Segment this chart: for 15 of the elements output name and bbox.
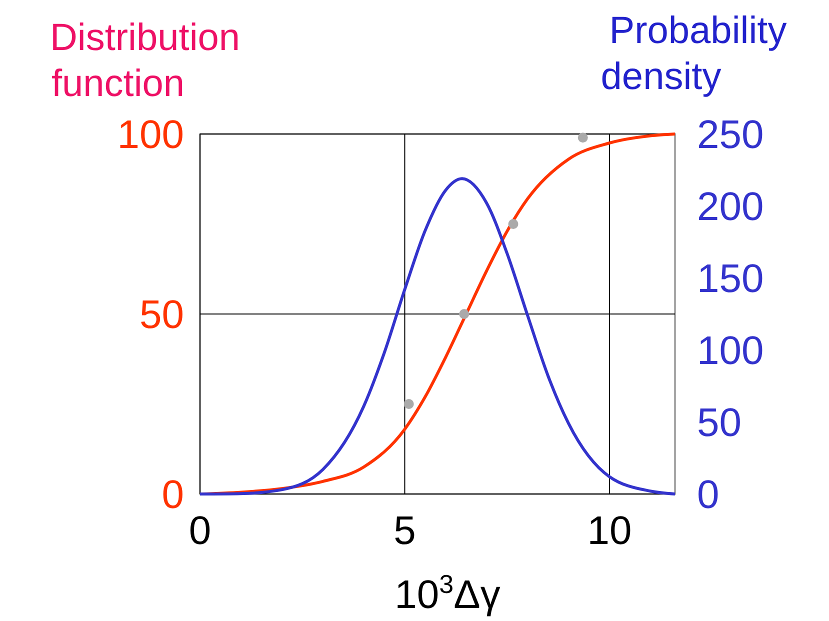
y-tick-label: 100: [117, 113, 184, 157]
y-tick-label: 0: [162, 473, 184, 517]
x-tick-label: 10: [587, 509, 632, 553]
y2-tick-label: 0: [697, 473, 720, 517]
y2-axis-title: Probability density: [600, 10, 787, 98]
x-tick-label: 5: [394, 509, 416, 553]
y2-tick-label: 50: [697, 401, 742, 445]
y-tick-label: 50: [140, 293, 184, 337]
y2-tick-label: 150: [697, 257, 764, 301]
y2-tick-label: 200: [697, 185, 764, 229]
x-tick-label: 0: [188, 509, 212, 553]
y2-tick-label: 100: [697, 329, 764, 373]
y2-tick-label: 250: [697, 113, 764, 157]
x-axis-title: 10$^{3}$Δγ: [394, 569, 500, 617]
y-axis-title: Distribution function: [50, 17, 240, 105]
